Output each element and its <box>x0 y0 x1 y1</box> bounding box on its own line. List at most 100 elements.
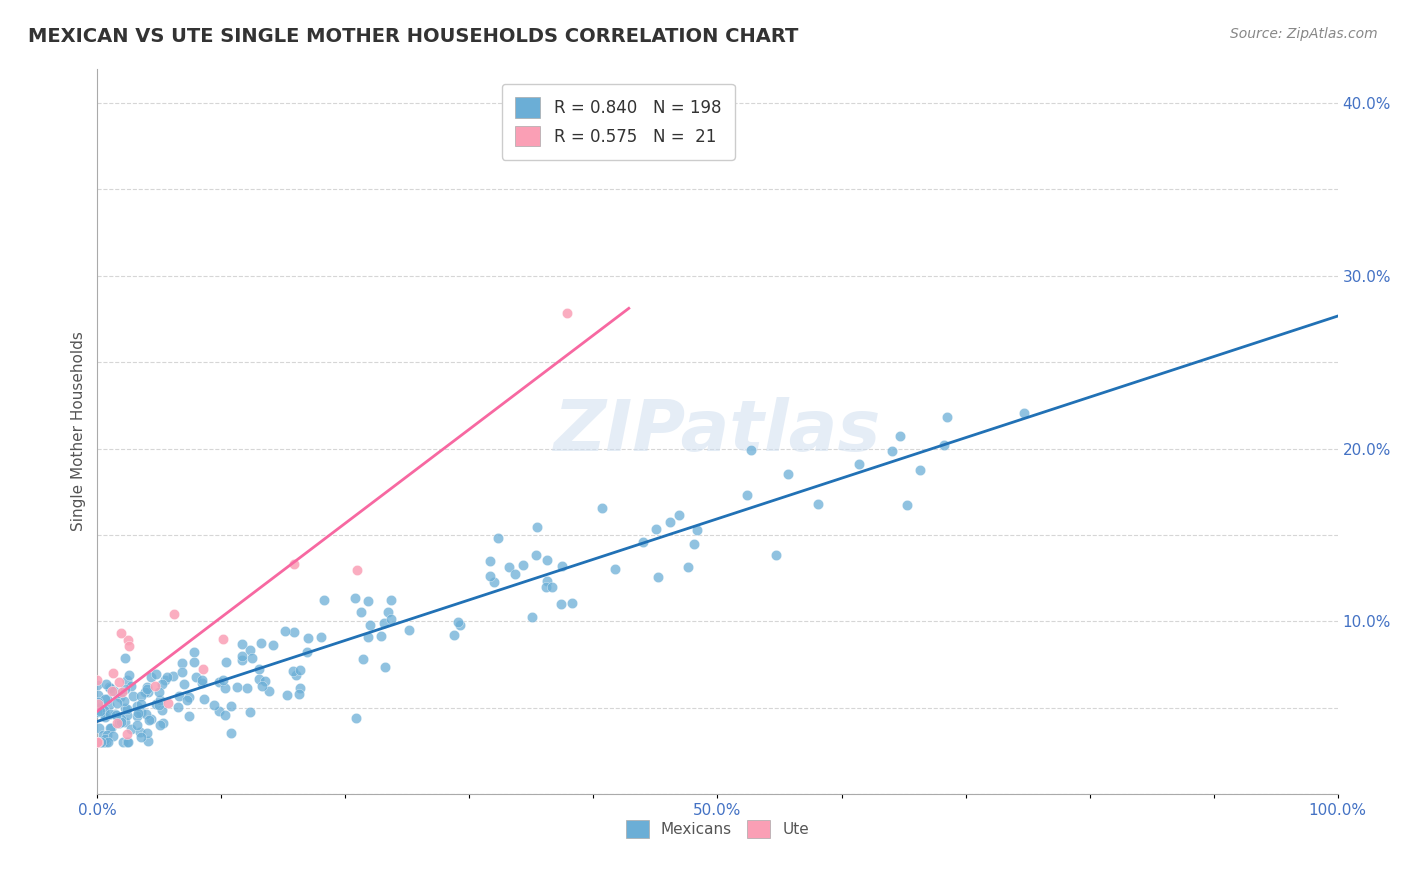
Point <box>284 668 307 682</box>
Point <box>86 698 108 712</box>
Point <box>167 689 190 703</box>
Point <box>186 670 208 684</box>
Point <box>177 690 200 705</box>
Point <box>90 735 112 749</box>
Point <box>221 698 243 713</box>
Point <box>86 705 108 719</box>
Point <box>136 685 159 699</box>
Point <box>117 632 139 647</box>
Point <box>139 671 162 685</box>
Point <box>737 488 759 502</box>
Point <box>96 676 118 690</box>
Point <box>526 520 548 534</box>
Point <box>683 537 706 551</box>
Point <box>150 676 173 690</box>
Point <box>312 592 335 607</box>
Point <box>86 688 108 702</box>
Point <box>231 637 253 651</box>
Point <box>273 624 295 639</box>
Point <box>166 700 188 714</box>
Point <box>252 680 274 694</box>
Text: ZIPatlas: ZIPatlas <box>554 397 882 466</box>
Point <box>377 605 399 619</box>
Point <box>357 631 380 645</box>
Point <box>91 735 114 749</box>
Point <box>934 438 956 452</box>
Point <box>512 558 534 572</box>
Point <box>350 605 373 619</box>
Point <box>356 593 378 607</box>
Point <box>114 651 136 665</box>
Point <box>311 630 333 644</box>
Point <box>86 678 108 692</box>
Point <box>534 580 557 594</box>
Point <box>127 718 149 732</box>
Point <box>561 596 583 610</box>
Point <box>235 681 257 695</box>
Point <box>143 679 166 693</box>
Point <box>214 681 236 695</box>
Point <box>156 670 179 684</box>
Point <box>935 410 957 425</box>
Point <box>115 727 138 741</box>
Point <box>149 718 172 732</box>
Point <box>212 632 235 647</box>
Point <box>247 672 270 686</box>
Point <box>173 677 195 691</box>
Point <box>647 570 669 584</box>
Point <box>163 607 186 621</box>
Point <box>117 735 139 749</box>
Point <box>87 735 110 749</box>
Point <box>129 730 152 744</box>
Point <box>138 713 160 727</box>
Point <box>94 731 117 746</box>
Point <box>668 508 690 522</box>
Point <box>631 535 654 549</box>
Point <box>380 612 402 626</box>
Point <box>89 704 111 718</box>
Point <box>288 681 311 695</box>
Point <box>115 702 138 716</box>
Point <box>105 708 128 723</box>
Point <box>115 735 138 749</box>
Point <box>136 681 159 695</box>
Point <box>536 574 558 588</box>
Point <box>94 735 117 749</box>
Point <box>136 733 159 747</box>
Point <box>112 694 135 708</box>
Point <box>215 656 238 670</box>
Point <box>129 689 152 703</box>
Point <box>183 655 205 669</box>
Legend: Mexicans, Ute: Mexicans, Ute <box>620 814 815 845</box>
Text: Source: ZipAtlas.com: Source: ZipAtlas.com <box>1230 27 1378 41</box>
Point <box>685 524 707 538</box>
Point <box>150 703 173 717</box>
Point <box>93 735 115 749</box>
Point <box>127 698 149 713</box>
Point <box>135 707 157 722</box>
Point <box>249 635 271 649</box>
Point <box>121 690 143 704</box>
Point <box>129 697 152 711</box>
Point <box>89 735 111 749</box>
Point <box>101 683 124 698</box>
Point <box>214 708 236 723</box>
Point <box>240 650 263 665</box>
Point <box>94 707 117 722</box>
Point <box>343 591 366 606</box>
Point <box>498 559 520 574</box>
Point <box>156 697 179 711</box>
Point <box>276 689 298 703</box>
Point <box>86 699 108 714</box>
Point <box>176 693 198 707</box>
Point <box>231 653 253 667</box>
Point <box>108 716 131 731</box>
Point <box>373 616 395 631</box>
Point <box>882 444 904 458</box>
Point <box>97 735 120 749</box>
Point <box>257 684 280 698</box>
Point <box>118 668 141 682</box>
Point <box>247 662 270 676</box>
Point <box>148 698 170 712</box>
Point <box>191 673 214 687</box>
